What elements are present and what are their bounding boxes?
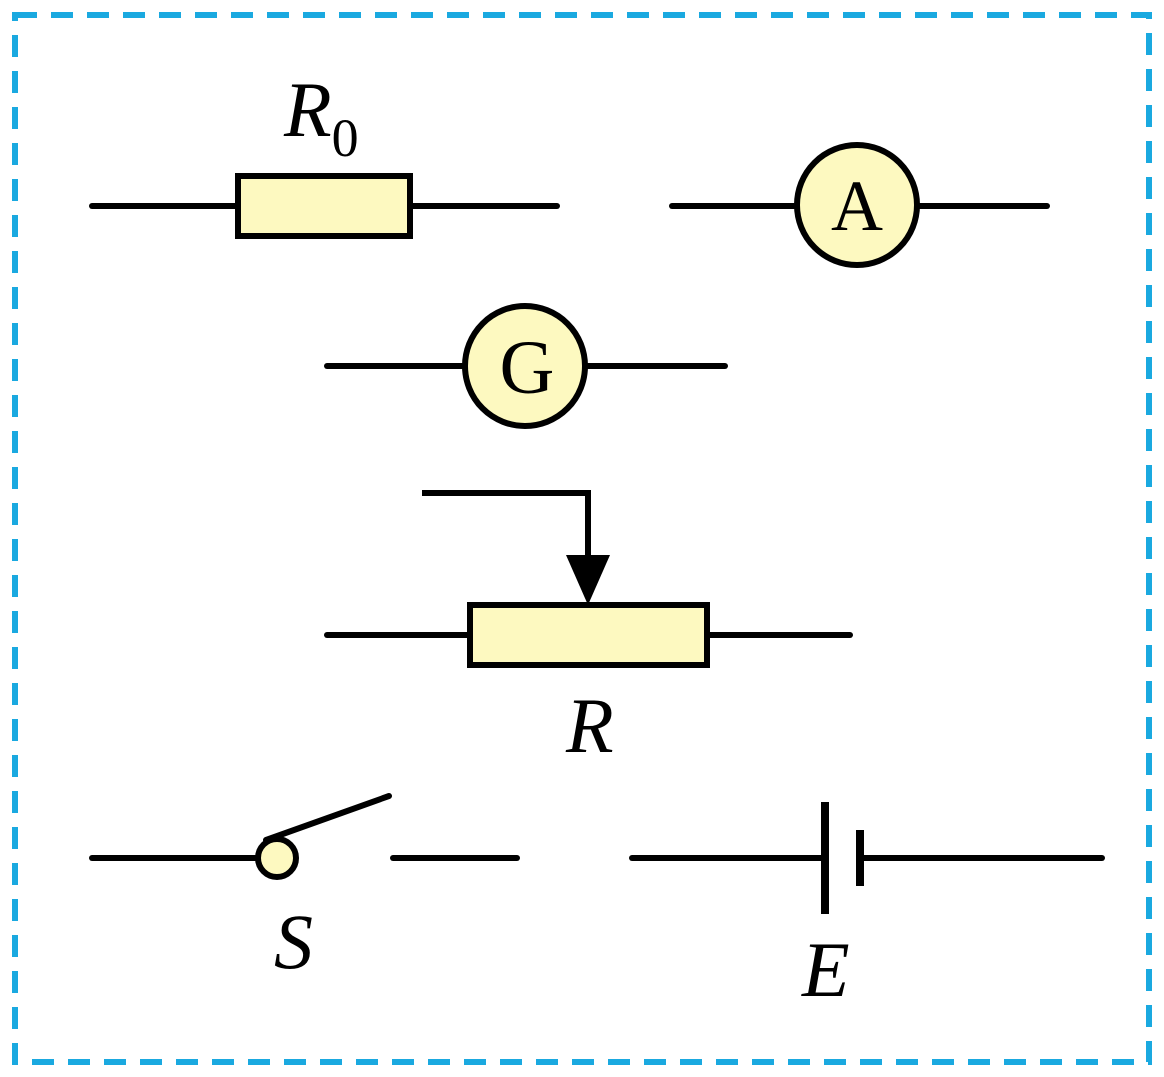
resistor-label-subscript: 0 [332,108,359,168]
switch-label: S [274,898,313,985]
galvanometer: G [324,303,728,429]
resistor-label: R0 [283,66,359,168]
switch-blade [263,793,392,843]
rheostat-slider-wire [422,490,591,562]
ammeter: A [669,142,1050,268]
switch-pivot [255,836,299,880]
battery-label: E [801,926,850,1013]
resistor-body [235,173,413,239]
ammeter-label: A [831,166,883,246]
switch: S [89,793,520,985]
battery: E [629,802,1105,1013]
dashed-frame [12,12,1152,1065]
resistor-label-symbol: R [283,66,332,153]
fixed-resistor: R0 [89,66,560,239]
rheostat-slider-arrow [566,555,610,605]
rheostat-body [467,602,710,668]
rheostat-label: R [565,682,614,769]
galvanometer-label: G [500,326,555,410]
rheostat: R [324,490,853,769]
